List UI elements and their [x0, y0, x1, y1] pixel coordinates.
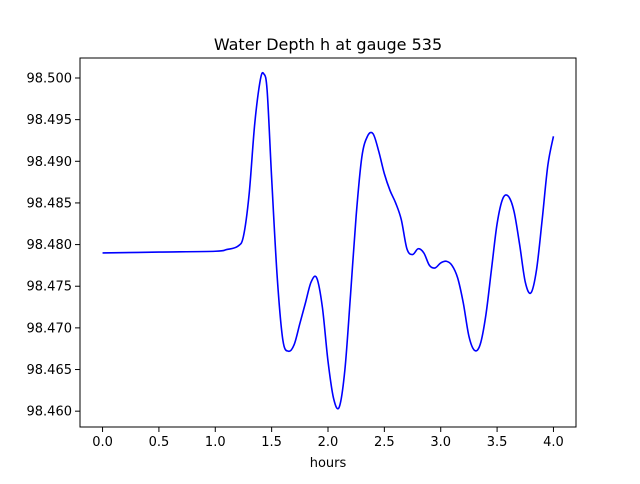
y-tick-label: 98.465 [27, 363, 73, 378]
y-tick-label: 98.495 [27, 113, 73, 128]
y-tick-label: 98.480 [27, 238, 73, 253]
x-tick-label: 2.5 [374, 435, 395, 450]
y-tick-label: 98.470 [27, 321, 73, 336]
y-tick-label: 98.490 [27, 155, 73, 170]
axes-frame [79, 57, 577, 428]
y-tick-label: 98.460 [27, 405, 73, 420]
x-tick-label: 2.0 [318, 435, 339, 450]
x-tick-label: 4.0 [543, 435, 564, 450]
y-tick-label: 98.485 [27, 196, 73, 211]
y-tick-label: 98.475 [27, 280, 73, 295]
y-axis-ticks: 98.460 98.465 98.470 98.475 98.480 98.485 98.4… [27, 71, 80, 420]
x-axis-ticks: 0.0 0.5 1.0 1.5 2.0 2.5 3.0 3.5 4.0 [92, 427, 564, 450]
x-tick-label: 1.0 [205, 435, 226, 450]
chart-title: Water Depth h at gauge 535 [214, 35, 442, 54]
series-line-0 [102, 71, 555, 410]
x-tick-label: 0.5 [149, 435, 170, 450]
x-tick-label: 0.0 [92, 435, 113, 450]
x-tick-label: 1.5 [261, 435, 282, 450]
y-tick-label: 98.500 [27, 71, 73, 86]
x-axis-label: hours [310, 456, 347, 471]
x-tick-label: 3.5 [487, 435, 508, 450]
plot-area [102, 71, 555, 410]
x-tick-label: 3.0 [430, 435, 451, 450]
